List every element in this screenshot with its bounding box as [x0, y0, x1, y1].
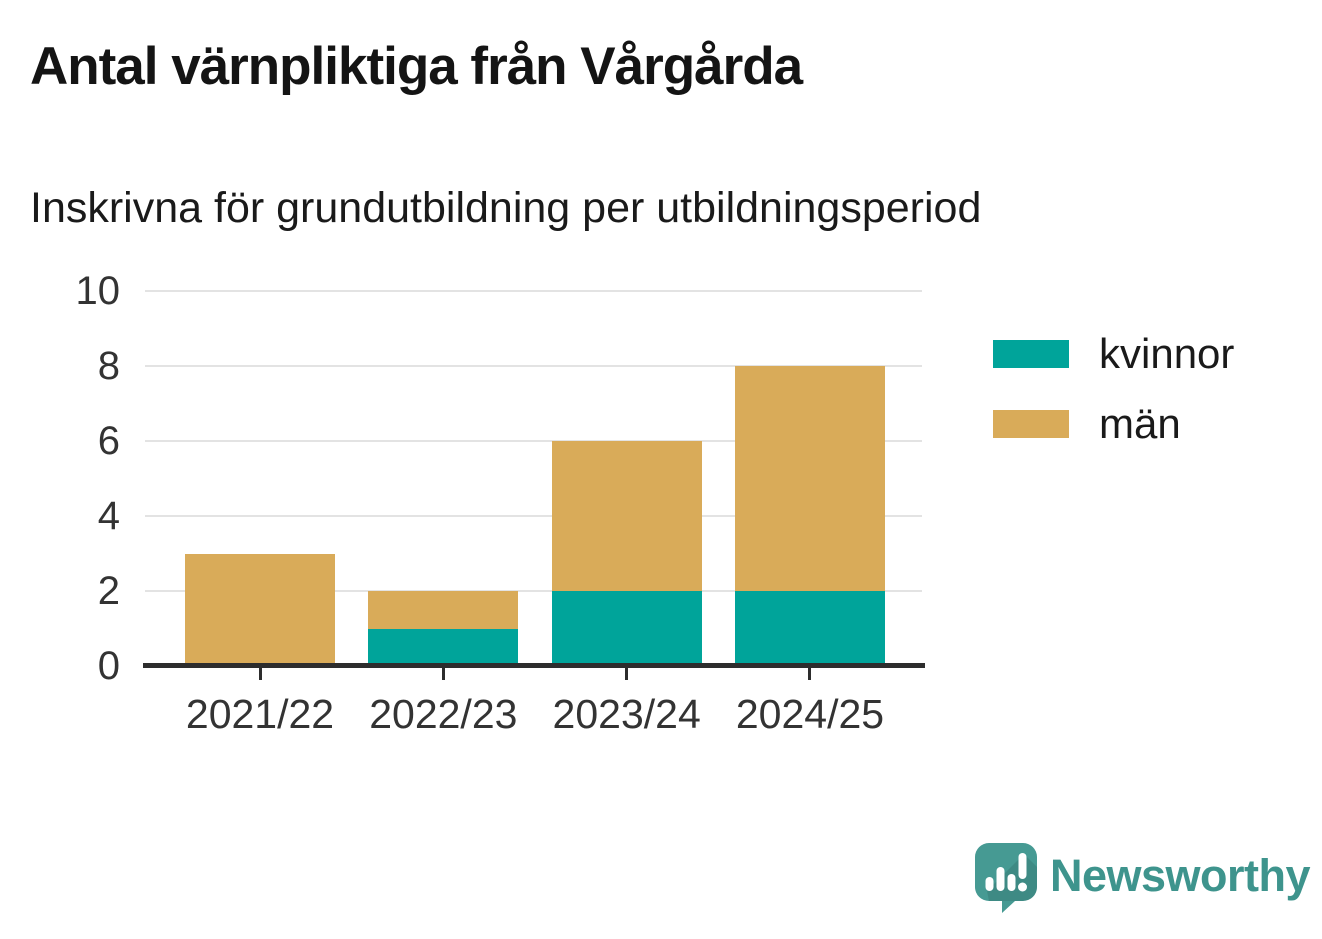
x-axis-tick-label: 2024/25 [735, 691, 885, 737]
chart-subtitle: Inskrivna för grundutbildning per utbild… [30, 184, 982, 232]
legend-swatch-man [993, 410, 1069, 438]
x-axis-tick-label: 2021/22 [185, 691, 335, 737]
y-axis-tick-label: 0 [97, 644, 120, 688]
legend-item-man: män [993, 403, 1234, 445]
y-axis-tick-label: 2 [97, 569, 120, 613]
x-axis-tick-label: 2022/23 [369, 691, 518, 737]
legend-label-man: män [1099, 400, 1181, 447]
y-gridline [145, 515, 922, 517]
x-axis-tick [808, 668, 812, 680]
newsworthy-logo: Newsworthy [975, 843, 1311, 913]
bar-segment [551, 591, 702, 666]
bar-segment [734, 366, 885, 591]
x-axis-tick [441, 668, 445, 680]
y-gridline [145, 590, 922, 592]
y-axis-tick-label: 8 [97, 344, 120, 388]
x-axis-tick [625, 668, 629, 680]
y-gridline [145, 365, 922, 367]
legend-label-kvinnor: kvinnor [1099, 330, 1235, 377]
x-axis-tick [258, 668, 262, 680]
bar-segment [368, 628, 519, 666]
y-axis-tick-label: 10 [75, 269, 121, 313]
y-gridline [145, 290, 922, 292]
newsworthy-logo-icon [975, 843, 1037, 913]
legend-item-kvinnor: kvinnor [993, 333, 1234, 375]
y-axis-tick-label: 6 [97, 419, 120, 463]
bar-segment [185, 553, 335, 666]
x-axis-line [143, 663, 925, 668]
y-gridline [145, 440, 922, 442]
bar-segment [734, 591, 885, 666]
legend: kvinnor män [993, 333, 1234, 445]
brand-name: Newsworthy [1050, 849, 1311, 901]
bar-segment [551, 441, 702, 591]
y-axis-tick-label: 4 [97, 494, 120, 538]
chart-title: Antal värnpliktiga från Vårgårda [30, 37, 803, 96]
x-axis-tick-label: 2023/24 [552, 691, 701, 737]
bar-segment [368, 591, 519, 629]
legend-swatch-kvinnor [993, 340, 1069, 368]
